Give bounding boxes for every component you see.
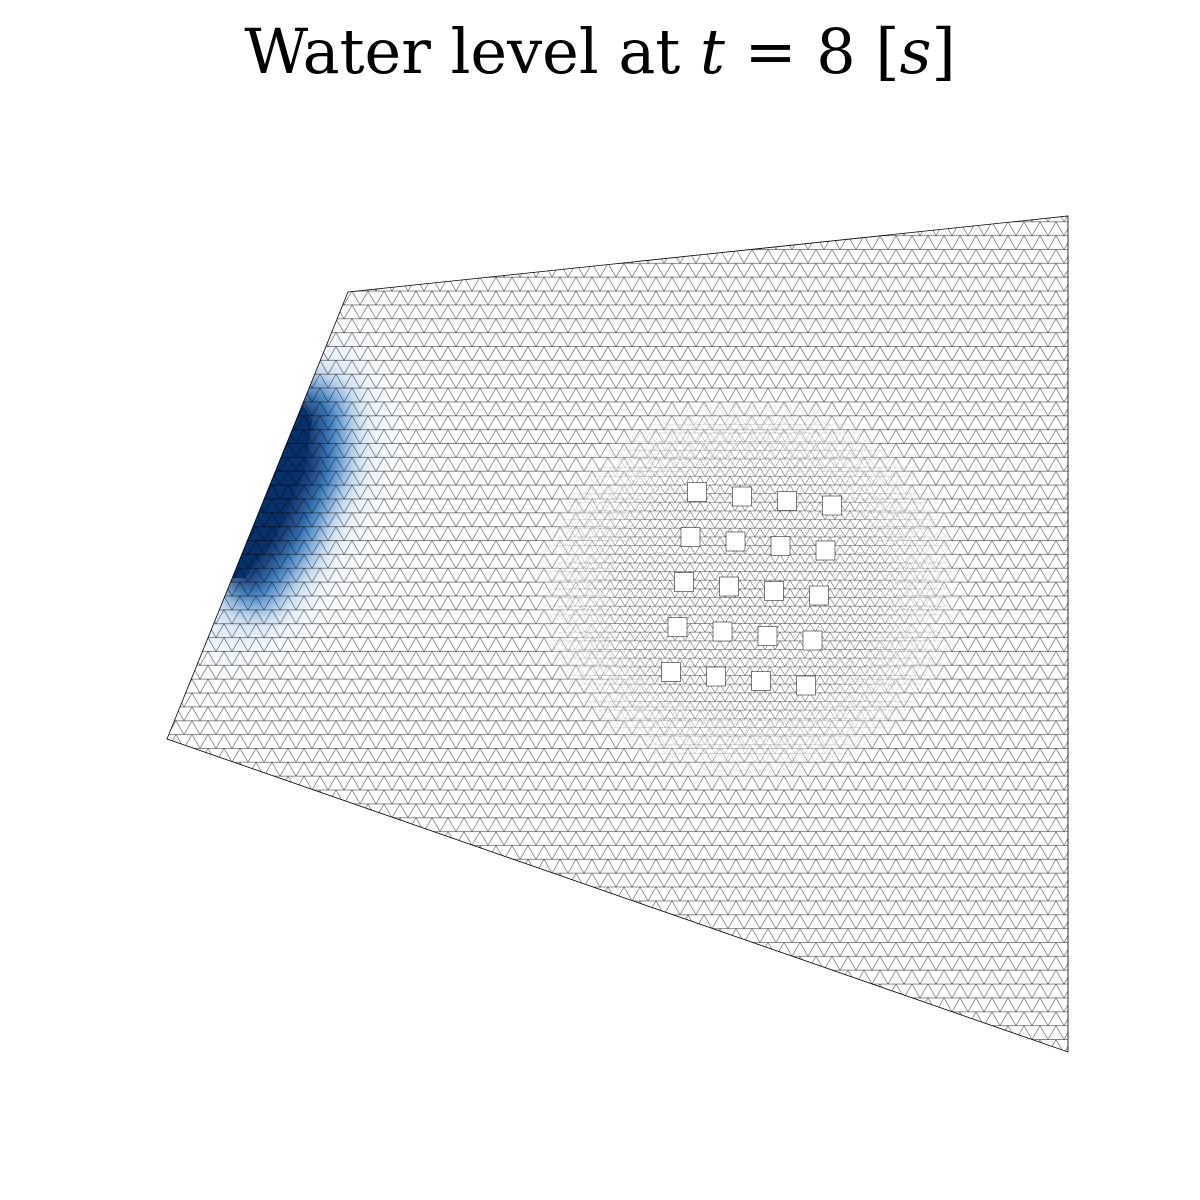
domain-boundary — [166, 215, 1069, 1053]
obstacle-square — [770, 536, 791, 556]
title-prefix: Water level at — [244, 15, 700, 88]
obstacle-square — [687, 482, 707, 502]
obstacle-square — [751, 671, 771, 691]
obstacle-square — [796, 675, 816, 696]
obstacle-square — [802, 630, 823, 651]
title-equals-value: = 8 — [724, 15, 876, 88]
figure-title: Water level at t = 8 [s] — [0, 12, 1200, 92]
obstacle-square — [815, 540, 836, 561]
obstacle-square — [712, 621, 733, 642]
obstacle-square — [680, 527, 701, 547]
obstacle-square — [719, 576, 739, 597]
title-bracket-close: ] — [931, 15, 956, 88]
obstacle-square — [732, 486, 752, 507]
obstacle-square — [822, 495, 842, 516]
obstacle-square — [674, 572, 694, 592]
obstacle-square — [706, 666, 726, 687]
obstacle-square — [725, 531, 746, 552]
obstacle-grid — [661, 482, 842, 696]
obstacle-square — [667, 617, 688, 637]
obstacle-square — [661, 662, 681, 682]
title-unit: s — [899, 15, 932, 88]
obstacle-square — [777, 491, 797, 511]
obstacle-square — [757, 626, 778, 646]
title-bracket-open: [ — [875, 15, 900, 88]
title-time-variable: t — [699, 15, 725, 88]
obstacle-square — [764, 581, 784, 601]
obstacle-square — [809, 585, 829, 606]
